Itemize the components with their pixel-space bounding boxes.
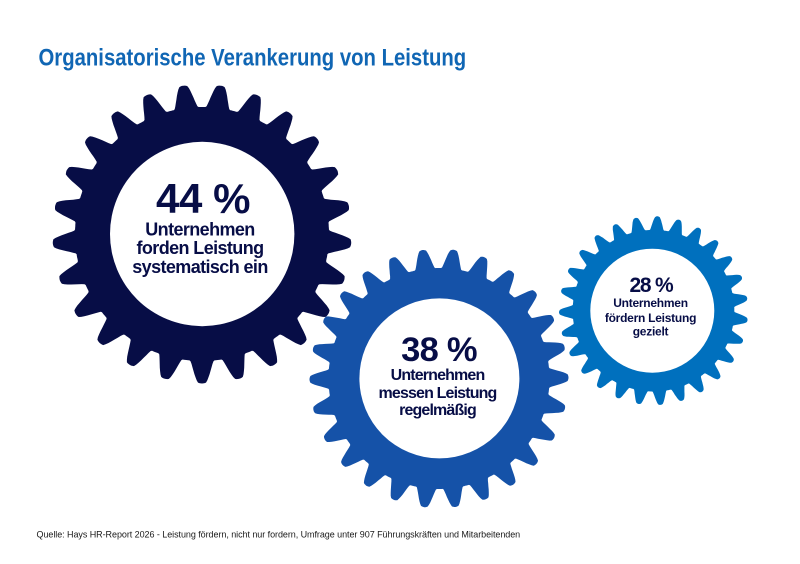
svg-text:28 %: 28 % <box>629 274 674 297</box>
svg-text:Unternehmen: Unternehmen <box>391 367 485 384</box>
svg-text:Organisatorische Verankerung v: Organisatorische Verankerung von Leistun… <box>39 44 467 71</box>
svg-text:systematisch ein: systematisch ein <box>132 257 267 277</box>
svg-text:gezielt: gezielt <box>633 324 669 338</box>
svg-text:38 %: 38 % <box>401 331 477 369</box>
svg-text:regelmäßig: regelmäßig <box>399 402 476 419</box>
svg-text:forden Leistung: forden Leistung <box>137 238 264 258</box>
svg-text:Unternehmen: Unternehmen <box>613 296 688 310</box>
svg-text:fördern Leistung: fördern Leistung <box>605 311 696 325</box>
svg-text:Quelle: Hays HR-Report 2026 -: Quelle: Hays HR-Report 2026 - Leistung f… <box>37 530 521 540</box>
svg-text:messen Leistung: messen Leistung <box>379 385 497 402</box>
svg-text:Unternehmen: Unternehmen <box>145 220 254 240</box>
svg-text:44 %: 44 % <box>156 175 250 222</box>
